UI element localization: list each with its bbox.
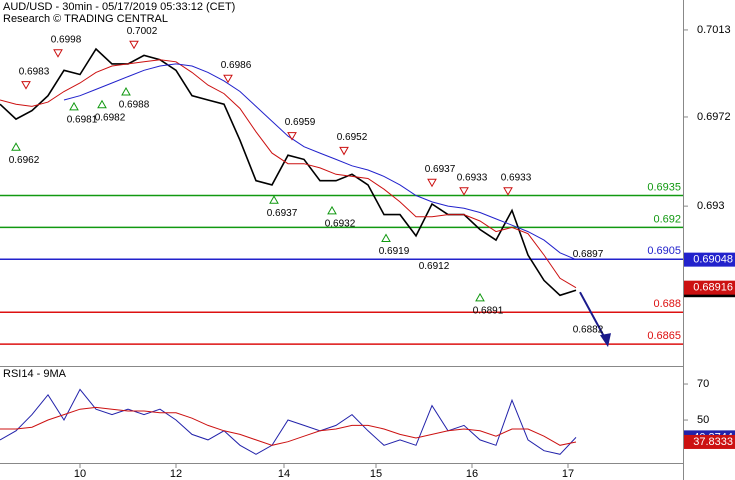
pivot-label: 0.6962: [9, 155, 40, 166]
pivot-marker: [223, 74, 233, 84]
last-value-label: 0.68916: [693, 282, 733, 294]
pivot-label: 0.6959: [285, 117, 316, 128]
y-tick-label: 50: [697, 414, 709, 426]
level-label: 0.6905: [647, 245, 681, 257]
pivot-label: 0.6897: [573, 249, 604, 260]
level-label: 0.6865: [647, 330, 681, 342]
forecast-arrowhead: [600, 333, 611, 348]
last-value-label: 0.69048: [693, 254, 733, 266]
pivot-marker: [327, 205, 337, 215]
pivot-label: 0.6982: [95, 112, 126, 123]
rsi-title: RSI14 - 9MA: [3, 368, 67, 380]
pivot-marker: [459, 187, 469, 196]
y-tick-label: 70: [697, 378, 709, 390]
pivot-label: 0.6933: [501, 172, 532, 183]
pivot-marker: [97, 99, 107, 109]
last-value-box: [684, 434, 735, 449]
pivot-label: 0.6932: [325, 219, 356, 230]
pivot-label: 0.6981: [67, 115, 98, 126]
pivot-marker: [427, 178, 437, 188]
pivot-marker: [503, 187, 513, 196]
pivot-marker: [475, 292, 485, 302]
pivot-label: 0.6882: [573, 325, 604, 336]
series-line: [63, 63, 577, 261]
pivot-label: 0.6937: [267, 208, 298, 219]
pivot-marker: [287, 132, 297, 141]
pivot-label: 0.7002: [127, 26, 158, 37]
series-line: [0, 59, 577, 289]
pivot-marker: [21, 81, 31, 90]
pivot-label: 0.6983: [19, 66, 50, 77]
pivot-marker: [69, 101, 79, 111]
x-tick-label: 16: [466, 468, 478, 480]
pivot-label: 0.6988: [119, 100, 150, 111]
pivot-label: 0.6891: [473, 306, 504, 317]
forecast-arrow: [579, 291, 607, 341]
pivot-label: 0.6912: [419, 261, 450, 272]
x-tick-label: 12: [170, 468, 182, 480]
y-tick-label: 0.7013: [697, 24, 731, 36]
pivot-label: 0.6986: [221, 60, 252, 71]
series-line: [0, 406, 577, 446]
y-tick-label: 0.693: [697, 200, 725, 212]
pivot-marker: [129, 40, 139, 50]
series-line: [0, 47, 577, 297]
pivot-label: 0.6937: [425, 164, 456, 175]
x-tick-label: 17: [562, 468, 574, 480]
y-tick-label: 0.6972: [697, 111, 731, 123]
x-tick-label: 14: [278, 468, 290, 480]
pivot-label: 0.6952: [337, 132, 368, 143]
last-value-label: 37.8333: [693, 436, 733, 448]
last-value-box: [684, 280, 735, 295]
pivot-marker: [269, 195, 279, 204]
pivot-marker: [339, 146, 349, 156]
level-label: 0.688: [653, 298, 681, 310]
pivot-marker: [121, 87, 131, 96]
pivot-label: 0.6998: [51, 34, 82, 45]
level-label: 0.6935: [647, 181, 681, 193]
level-label: 0.692: [653, 213, 681, 225]
pivot-marker: [381, 233, 391, 242]
pivot-marker: [53, 49, 63, 58]
x-tick-label: 10: [74, 468, 86, 480]
pivot-label: 0.6933: [457, 172, 488, 183]
x-tick-label: 15: [370, 468, 382, 480]
series-line: [0, 388, 577, 455]
pivot-marker: [11, 142, 21, 151]
pivot-label: 0.6919: [379, 246, 410, 257]
chart-title: AUD/USD - 30min - 05/17/2019 05:33:12 (C…: [3, 1, 235, 13]
chart-subtitle: Research © TRADING CENTRAL: [3, 13, 168, 25]
last-value-box: [684, 252, 735, 267]
